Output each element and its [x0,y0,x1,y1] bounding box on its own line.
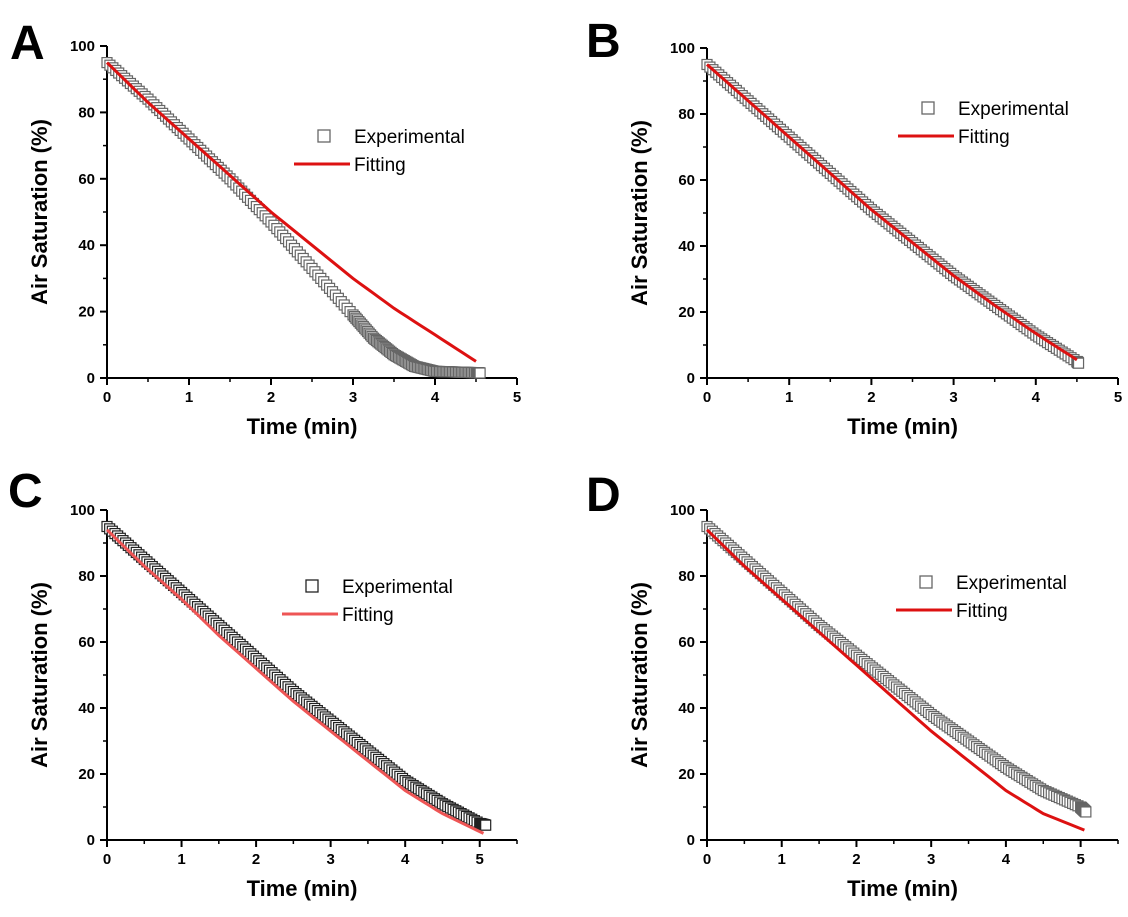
y-tick-label: 60 [678,172,695,189]
x-axis-title: Time (min) [247,414,358,439]
legend-label-experimental: Experimental [342,577,453,598]
y-tick-label: 20 [678,304,695,321]
y-tick-label: 40 [678,700,695,717]
x-tick-label: 2 [852,851,860,868]
x-tick-label: 3 [349,389,357,406]
x-tick-label: 2 [867,389,875,406]
chart-panel-b: B 0 1 2 3 4 5 0 20 40 60 80 100 Time (min) Air Satura… [564,0,1128,458]
y-axis-title: Air Saturation (%) [627,582,652,768]
legend-marker-experimental [921,101,935,115]
x-tick-label: 1 [785,389,793,406]
legend-label-experimental: Experimental [958,99,1069,120]
legend-marker-experimental [919,575,933,589]
y-tick-label: 60 [78,634,95,651]
chart-c: 0 1 2 3 4 5 0 20 40 60 80 100 Time (min) Air Saturati… [27,502,518,901]
y-tick-label: 0 [87,370,95,387]
y-axis-title: Air Saturation (%) [627,120,652,306]
legend-label-fitting: Fitting [958,127,1010,148]
x-tick-label: 0 [703,851,711,868]
y-tick-label: 20 [78,304,95,321]
panel-label-b: B [586,15,621,68]
y-tick-label: 80 [678,106,695,123]
legend-marker-experimental [317,129,331,143]
y-tick-label: 80 [78,568,95,585]
x-axis-title: Time (min) [247,876,358,901]
x-tick-label: 4 [401,851,410,868]
x-tick-label: 1 [778,851,786,868]
y-tick-label: 40 [78,237,95,254]
x-tick-label: 5 [1114,389,1122,406]
panel-label-c: C [8,465,43,518]
y-tick-label: 40 [78,700,95,717]
chart-d: 0 1 2 3 4 5 0 20 40 60 80 100 Time (min) Air Saturati… [627,502,1119,901]
experimental-marker [480,819,492,831]
y-tick-label: 60 [678,634,695,651]
y-tick-label: 40 [678,238,695,255]
x-tick-label: 4 [431,389,440,406]
y-tick-label: 0 [87,832,95,849]
x-axis-title: Time (min) [847,876,958,901]
y-tick-label: 0 [687,370,695,387]
fitting-line [706,63,1078,362]
y-tick-label: 100 [70,38,95,55]
experimental-marker [1080,806,1092,818]
x-tick-label: 5 [513,389,521,406]
y-tick-label: 100 [670,40,695,57]
x-tick-label: 2 [252,851,260,868]
chart-b: 0 1 2 3 4 5 0 20 40 60 80 100 Time (min) Air Saturati… [627,40,1122,439]
x-tick-label: 0 [703,389,711,406]
y-tick-label: 80 [678,568,695,585]
chart-panel-c: C 0 1 2 3 4 5 0 20 40 60 80 100 Time (min) Air Satura… [0,458,564,916]
fitting-line [705,528,1085,832]
y-axis-title: Air Saturation (%) [27,119,52,305]
y-tick-label: 100 [70,502,95,519]
legend-label-fitting: Fitting [354,155,406,176]
experimental-marker [1072,357,1085,369]
legend-marker-experimental [305,579,319,593]
x-tick-label: 5 [476,851,484,868]
legend-label-fitting: Fitting [956,601,1008,622]
panel-label-d: D [586,469,621,522]
x-tick-label: 3 [326,851,334,868]
x-tick-label: 4 [1002,851,1011,868]
fitting-line [105,528,485,835]
x-tick-label: 1 [177,851,185,868]
x-tick-label: 0 [103,851,111,868]
x-tick-label: 5 [1076,851,1084,868]
y-tick-label: 100 [670,502,695,519]
chart-panel-a: A 0 1 2 3 4 5 0 20 40 60 80 100 Time (min) Air Satura… [0,0,564,458]
x-tick-label: 1 [185,389,193,406]
panel-label-a: A [10,17,45,70]
y-tick-label: 0 [687,832,695,849]
x-tick-label: 4 [1032,389,1041,406]
y-axis-title: Air Saturation (%) [27,582,52,768]
x-tick-label: 3 [949,389,957,406]
x-tick-label: 3 [927,851,935,868]
y-tick-label: 20 [78,766,95,783]
legend-label-experimental: Experimental [956,573,1067,594]
x-tick-label: 2 [267,389,275,406]
x-tick-label: 0 [103,389,111,406]
chart-a: 0 1 2 3 4 5 0 20 40 60 80 100 Time (min) Air Saturati… [27,38,521,439]
y-tick-label: 60 [78,171,95,188]
y-tick-label: 20 [678,766,695,783]
legend-label-experimental: Experimental [354,127,465,148]
y-tick-label: 80 [78,104,95,121]
x-axis-title: Time (min) [847,414,958,439]
chart-panel-d: D 0 1 2 3 4 5 0 20 40 60 80 100 Time (min) Air Satura… [564,458,1128,916]
fitting-line [105,61,477,363]
experimental-marker [474,367,486,379]
legend-label-fitting: Fitting [342,605,394,626]
